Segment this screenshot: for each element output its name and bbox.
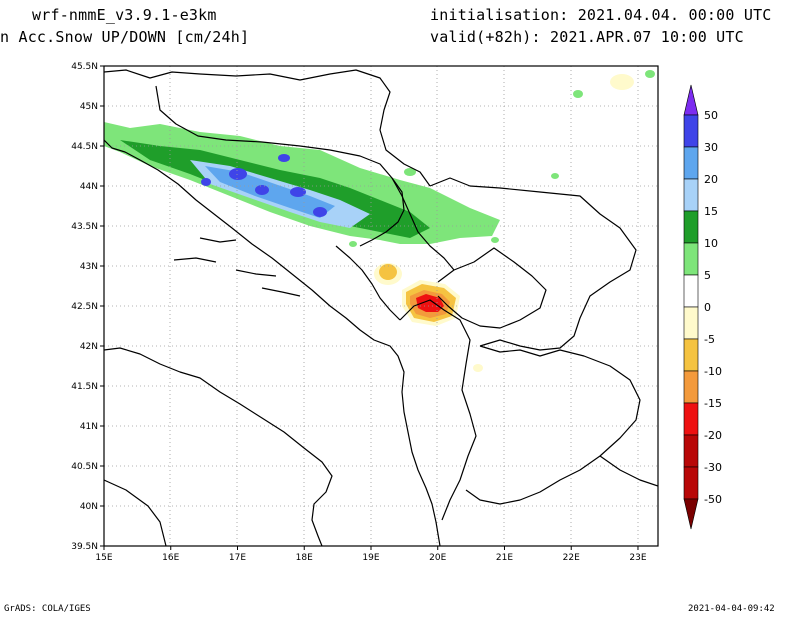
init-time: initialisation: 2021.04.04. 00:00 UTC: [430, 6, 772, 24]
colorbar-label: -20: [704, 429, 722, 442]
colorbar-swatch: [683, 178, 699, 212]
lon-tick-label: 15E: [95, 553, 112, 563]
colorbar-label: -10: [704, 365, 722, 378]
colorbar-swatch: [683, 434, 699, 468]
lat-tick-label: 45N: [80, 102, 98, 112]
lat-tick-label: 42.5N: [71, 302, 98, 312]
brac-island: [173, 257, 217, 263]
snow-scattered-cells: [349, 70, 655, 247]
map-area: [104, 66, 658, 546]
colorbar-label: -15: [704, 397, 722, 410]
albania-border: [399, 299, 477, 521]
croatia-north-border: [104, 69, 431, 187]
valid-time: valid(+82h): 2021.APR.07 10:00 UTC: [430, 28, 744, 46]
hvar-island: [199, 237, 237, 243]
colorbar-swatch: [683, 146, 699, 180]
lon-tick-label: 16E: [162, 553, 179, 563]
loss-5-region-s: [473, 364, 483, 372]
lat-tick-label: 40N: [80, 502, 98, 512]
model-title: wrf-nmmE_v3.9.1-e3km: [32, 6, 217, 24]
lon-tick-label: 23E: [629, 553, 646, 563]
colorbar-swatch: [683, 466, 699, 500]
colorbar-label: -5: [704, 333, 715, 346]
colorbar-label: 30: [704, 141, 718, 154]
loss-5-region-ne: [610, 74, 634, 90]
snow-loss-field: [374, 74, 634, 372]
colorbar-swatch: [683, 306, 699, 340]
colorbar-swatch: [683, 402, 699, 436]
lat-tick-label: 39.5N: [71, 542, 98, 552]
lat-tick-labels: 39.5N 40N 40.5N 41N 41.5N 42N 42.5N 43N 43.5N 44N…: [71, 62, 104, 552]
colorbar-swatch: [683, 210, 699, 244]
footer-timestamp: 2021-04-04-09:42: [688, 604, 775, 614]
colorbar-top-arrow: [683, 84, 699, 116]
lat-tick-label: 45.5N: [71, 62, 98, 72]
adriatic-east-coast: [104, 139, 441, 546]
korcula-island: [235, 269, 277, 277]
lon-tick-label: 18E: [296, 553, 313, 563]
italy-heel: [104, 479, 167, 546]
colorbar-swatch: [683, 114, 699, 148]
colorbar-label: 20: [704, 173, 718, 186]
mljet-island: [261, 287, 301, 297]
lon-tick-label: 20E: [429, 553, 446, 563]
north-macedonia-border: [465, 345, 641, 505]
footer-credit: GrADS: COLA/IGES: [4, 604, 91, 614]
colorbar-label: -30: [704, 461, 722, 474]
adriatic-west-coast: [104, 347, 333, 546]
lon-tick-label: 21E: [496, 553, 513, 563]
bih-montenegro-border: [335, 245, 401, 321]
lat-tick-label: 44N: [80, 182, 98, 192]
lat-tick-label: 43N: [80, 262, 98, 272]
colorbar-label: 50: [704, 109, 718, 122]
lat-tick-label: 43.5N: [71, 222, 98, 232]
colorbar-swatch: [683, 338, 699, 372]
lat-tick-label: 41N: [80, 422, 98, 432]
snow-accumulation-field: [104, 70, 655, 247]
lat-tick-label: 41.5N: [71, 382, 98, 392]
colorbar-swatch: [683, 370, 699, 404]
lat-tick-label: 44.5N: [71, 142, 98, 152]
lat-tick-label: 40.5N: [71, 462, 98, 472]
lon-tick-label: 19E: [362, 553, 379, 563]
snow-30-cells: [201, 154, 327, 217]
kosovo-border: [437, 247, 547, 329]
colorbar-label: 0: [704, 301, 711, 314]
lon-tick-labels: 15E 16E 17E 18E 19E 20E 21E 22E 23E: [95, 546, 647, 563]
serbia-east-border: [429, 177, 637, 351]
colorbar-label: 15: [704, 205, 718, 218]
bih-serbia-drina: [391, 177, 455, 271]
colorbar-swatch: [683, 242, 699, 276]
colorbar-label: 5: [704, 269, 711, 282]
croatia-bih-border: [155, 85, 405, 247]
lon-tick-label: 22E: [563, 553, 580, 563]
colorbar-label: -50: [704, 493, 722, 506]
colorbar-label: 10: [704, 237, 718, 250]
lon-tick-label: 17E: [229, 553, 246, 563]
graticule: [104, 66, 658, 546]
field-title: n Acc.Snow UP/DOWN [cm/24h]: [0, 28, 250, 46]
coastlines-borders: [104, 69, 658, 546]
lat-tick-label: 42N: [80, 342, 98, 352]
greece-north-border: [599, 455, 658, 487]
colorbar-bottom-arrow: [683, 498, 699, 530]
colorbar-swatch: [683, 274, 699, 308]
loss-10-region-a: [379, 264, 397, 280]
